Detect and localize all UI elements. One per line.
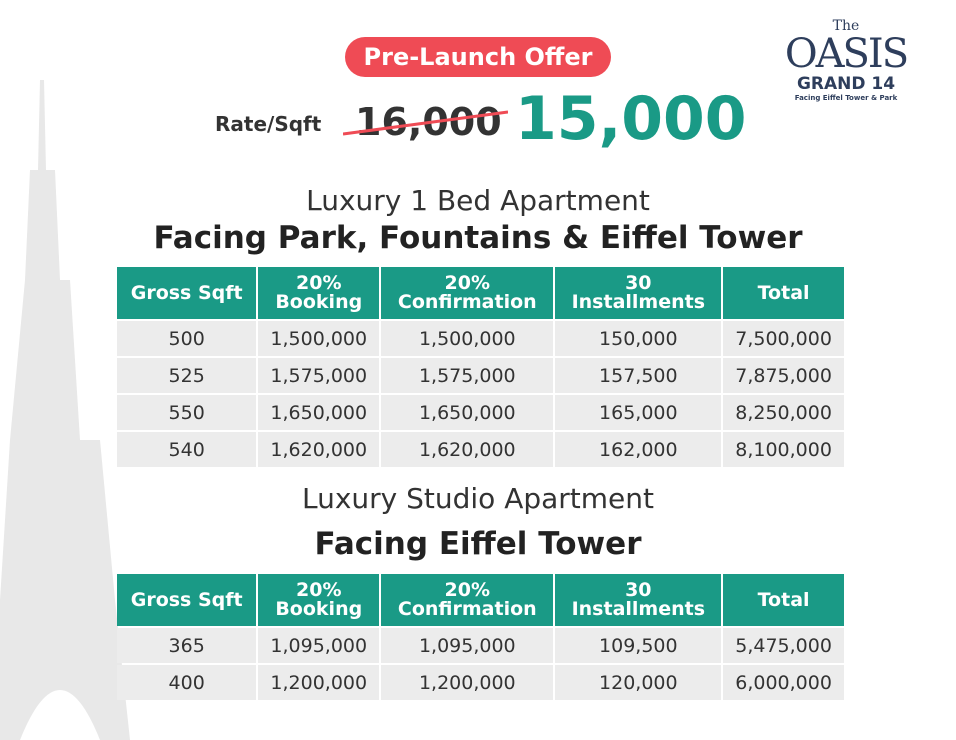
section-title: Facing Eiffel Tower [314,526,642,562]
header-line: Installments [571,291,706,313]
table-cell: 1,620,000 [381,432,554,467]
header-line: Installments [571,598,706,620]
price-table: Gross Sqft 20% Booking 20% Confirmation 30 Ins… [115,572,846,702]
table-cell: 1,500,000 [258,321,380,356]
new-rate: 15,000 [515,84,747,154]
table-cell: 150,000 [555,321,722,356]
header-line: Booking [275,598,363,620]
table-cell: 1,200,000 [381,665,554,700]
table-cell: 365 [117,628,257,663]
table-cell: 400 [117,665,257,700]
header-row: Gross Sqft 20% Booking 20% Confirmation 30 Ins… [117,574,844,626]
table-cell: 1,650,000 [381,395,554,430]
section-subtitle: Luxury 1 Bed Apartment [306,184,650,217]
table-cell: 157,500 [555,358,722,393]
table-cell: 1,575,000 [381,358,554,393]
header-line: 30 [625,579,652,601]
table-row: 365 1,095,000 1,095,000 109,500 5,475,000 [117,628,844,663]
header-line: Confirmation [397,291,537,313]
header-cell: 30 Installments [555,574,722,626]
table-cell: 1,575,000 [258,358,380,393]
table-cell: 1,650,000 [258,395,380,430]
table-row: 550 1,650,000 1,650,000 165,000 8,250,000 [117,395,844,430]
table-row: 500 1,500,000 1,500,000 150,000 7,500,000 [117,321,844,356]
table-cell: 8,100,000 [723,432,844,467]
table-cell: 500 [117,321,257,356]
header-line: 20% [444,579,491,601]
header-line: Gross Sqft [130,588,243,611]
header-line: Confirmation [397,598,537,620]
header-cell: Gross Sqft [117,267,257,319]
header-cell: 20% Confirmation [381,574,554,626]
header-line: Booking [275,291,363,313]
tower-illustration [0,80,130,740]
header-line: 30 [625,272,652,294]
header-cell: 20% Confirmation [381,267,554,319]
offer-badge: Pre-Launch Offer [345,37,611,77]
table-cell: 7,500,000 [723,321,844,356]
table-row: 525 1,575,000 1,575,000 157,500 7,875,000 [117,358,844,393]
table-cell: 6,000,000 [723,665,844,700]
logo-name: OASIS [784,31,909,77]
section-title: Facing Park, Fountains & Eiffel Tower [153,220,803,256]
header-cell: Gross Sqft [117,574,257,626]
header-cell: 30 Installments [555,267,722,319]
table-cell: 8,250,000 [723,395,844,430]
table-cell: 109,500 [555,628,722,663]
table-cell: 1,095,000 [381,628,554,663]
table-cell: 162,000 [555,432,722,467]
table-cell: 1,500,000 [381,321,554,356]
logo: The OASIS GRAND 14 Facing Eiffel Tower &… [776,18,916,102]
rate-label: Rate/Sqft [215,112,322,136]
table-row: 540 1,620,000 1,620,000 162,000 8,100,000 [117,432,844,467]
header-line: 20% [296,579,342,601]
header-line: 20% [296,272,342,294]
header-line: 20% [444,272,491,294]
table-cell: 5,475,000 [723,628,844,663]
table-cell: 165,000 [555,395,722,430]
header-cell: 20% Booking [258,574,380,626]
section-subtitle: Luxury Studio Apartment [301,482,655,515]
table-cell: 7,875,000 [723,358,844,393]
header-row: Gross Sqft 20% Booking 20% Confirmation 30 Ins… [117,267,844,319]
table-cell: 550 [117,395,257,430]
table-cell: 1,620,000 [258,432,380,467]
header-cell: 20% Booking [258,267,380,319]
table-cell: 120,000 [555,665,722,700]
table-cell: 540 [117,432,257,467]
table-cell: 1,200,000 [258,665,380,700]
header-line: Total [757,281,810,304]
header-cell: Total [723,267,844,319]
logo-the: The [832,18,860,34]
table-cell: 1,095,000 [258,628,380,663]
header-line: Gross Sqft [130,281,243,304]
header-line: Total [757,588,810,611]
strike-line [343,110,508,136]
logo-sub: GRAND 14 [796,74,896,94]
header-cell: Total [723,574,844,626]
table-cell: 525 [117,358,257,393]
table-row: 400 1,200,000 1,200,000 120,000 6,000,000 [117,665,844,700]
logo-tagline: Facing Eiffel Tower & Park [794,94,898,102]
price-table: Gross Sqft 20% Booking 20% Confirmation 30 Ins… [115,265,846,469]
